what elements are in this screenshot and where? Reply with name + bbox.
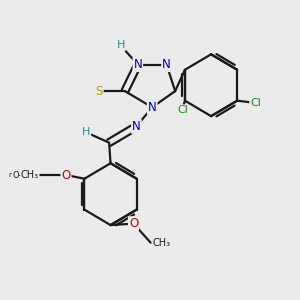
Text: CH₃: CH₃: [21, 170, 39, 180]
Text: H: H: [116, 40, 125, 50]
Text: O–CH₃: O–CH₃: [12, 170, 39, 179]
Text: H: H: [82, 127, 90, 137]
Text: N: N: [148, 101, 157, 114]
Text: CH₃: CH₃: [152, 238, 170, 248]
Text: N: N: [132, 120, 141, 133]
Text: S: S: [95, 85, 103, 98]
Text: O: O: [129, 217, 138, 230]
Text: methoxy: methoxy: [8, 172, 39, 178]
Text: Cl: Cl: [177, 105, 188, 115]
Text: N: N: [134, 58, 142, 71]
Text: O: O: [61, 169, 71, 182]
Text: N: N: [162, 58, 171, 71]
Text: Cl: Cl: [250, 98, 261, 108]
